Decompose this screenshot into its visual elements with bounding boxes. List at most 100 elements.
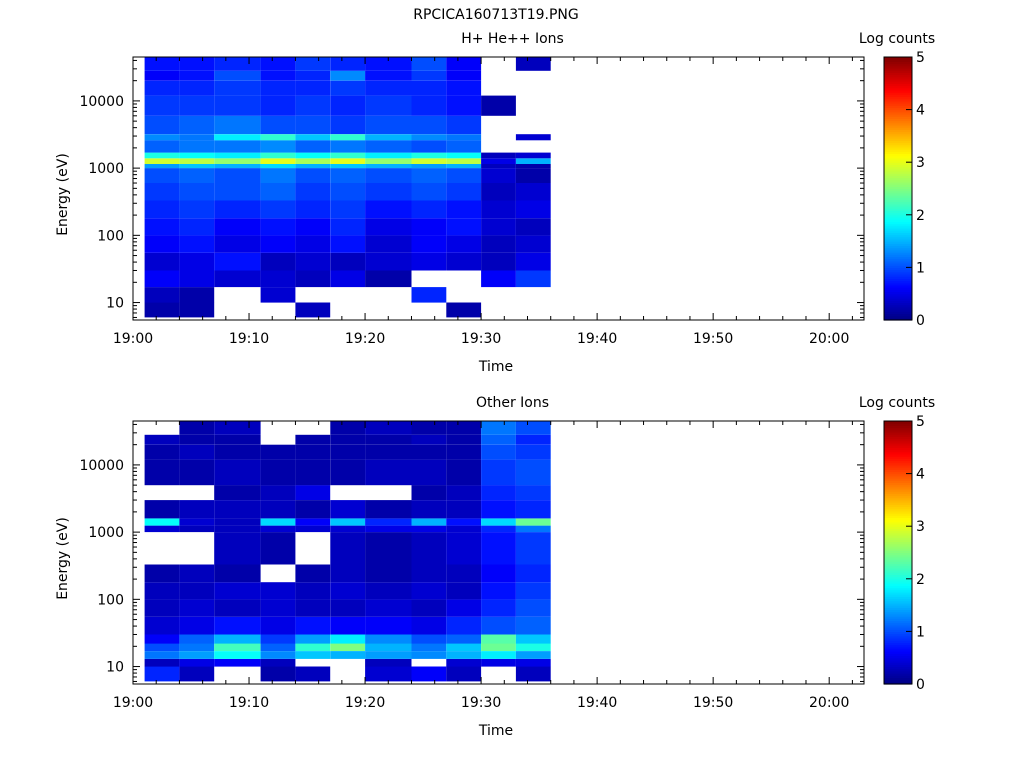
heatmap-cell	[516, 500, 551, 518]
heatmap-cell	[516, 526, 551, 533]
heatmap-cell	[179, 667, 214, 682]
heatmap-cell	[330, 201, 365, 219]
heatmap-cell	[145, 435, 180, 445]
heatmap-cell	[330, 460, 365, 486]
spectrogram-figure: RPCICA160713T19.PNG 19:00 19:10 19:20 19:30…	[0, 0, 1024, 768]
heatmap-cell	[481, 500, 516, 518]
heatmap-cell	[214, 500, 260, 518]
heatmap-cell	[214, 57, 260, 71]
heatmap-cell	[481, 183, 516, 201]
heatmap-cell	[446, 518, 481, 525]
heatmap-cell	[261, 253, 296, 271]
heatmap-cell	[145, 644, 180, 652]
heatmap-cell	[365, 218, 411, 235]
heatmap-cell	[412, 617, 447, 635]
heatmap-cell	[481, 158, 516, 164]
heatmap-cell	[179, 153, 214, 159]
heatmap-cell	[412, 140, 447, 152]
heatmap-cell	[145, 617, 180, 635]
heatmap-cell	[365, 435, 411, 445]
heatmap-cell	[412, 500, 447, 518]
heatmap-cell	[330, 565, 365, 583]
y-tick-label: 10	[106, 296, 124, 312]
heatmap-cell	[365, 651, 411, 659]
y-tick-label: 1000	[88, 525, 124, 541]
heatmap-cell	[412, 218, 447, 235]
heatmap-cell	[214, 485, 260, 500]
heatmap-cell	[412, 81, 447, 96]
heatmap-cell	[330, 96, 365, 116]
heatmap-cell	[179, 253, 214, 271]
heatmap-cell	[330, 644, 365, 652]
heatmap-cell	[412, 235, 447, 253]
y-axis-label: Energy (eV)	[55, 153, 71, 236]
heatmap-cell	[145, 287, 180, 303]
heatmap-cell	[295, 565, 330, 583]
heatmap-cell	[481, 526, 516, 533]
heatmap-cell	[365, 168, 411, 183]
heatmap-cell	[412, 635, 447, 644]
heatmap-cell	[179, 599, 214, 617]
x-tick-label: 19:10	[229, 695, 269, 711]
heatmap-cell	[330, 235, 365, 253]
heatmap-cell	[179, 644, 214, 652]
heatmap-cell	[261, 183, 296, 201]
heatmap-cell	[446, 96, 481, 116]
heatmap-cell	[365, 582, 411, 599]
heatmap-cell	[295, 96, 330, 116]
heatmap-cell	[330, 435, 365, 445]
x-tick-label: 19:40	[577, 331, 617, 347]
heatmap-cell	[446, 183, 481, 201]
heatmap-cell	[179, 168, 214, 183]
x-tick-label: 19:10	[229, 331, 269, 347]
y-tick-label: 100	[97, 592, 124, 608]
heatmap-cell	[330, 81, 365, 96]
heatmap-cell	[516, 57, 551, 71]
heatmap-cell	[295, 116, 330, 134]
heatmap-cell	[481, 651, 516, 659]
heatmap-cell	[412, 644, 447, 652]
heatmap-cell	[179, 635, 214, 644]
heatmap-cell	[214, 599, 260, 617]
heatmap-cell	[446, 140, 481, 152]
heatmap-cell	[330, 445, 365, 460]
heatmap-cell	[446, 565, 481, 583]
heatmap-cell	[446, 635, 481, 644]
heatmap-cell	[365, 158, 411, 164]
heatmap-cell	[261, 164, 296, 168]
heatmap-cell	[295, 303, 330, 318]
heatmap-cell	[214, 253, 260, 271]
heatmap-cell	[446, 532, 481, 564]
heatmap-cell	[481, 218, 516, 235]
heatmap-cell	[179, 140, 214, 152]
heatmap-cell	[330, 421, 365, 435]
heatmap-cell	[412, 667, 447, 682]
heatmap-cell	[261, 644, 296, 652]
heatmap-cell	[446, 57, 481, 71]
heatmap-cell	[446, 582, 481, 599]
heatmap-cell	[261, 599, 296, 617]
heatmap-cell	[179, 500, 214, 518]
heatmap-cell	[295, 134, 330, 140]
heatmap-cell	[145, 168, 180, 183]
heatmap-cell	[516, 445, 551, 460]
heatmap-cell	[179, 659, 214, 667]
heatmap-cell	[295, 500, 330, 518]
heatmap-cell	[261, 617, 296, 635]
heatmap-cell	[179, 518, 214, 525]
heatmap-cell	[145, 271, 180, 288]
heatmap-cell	[481, 599, 516, 617]
heatmap-cell	[481, 532, 516, 564]
heatmap-cell	[295, 140, 330, 152]
heatmap-cell	[446, 485, 481, 500]
heatmap-cell	[446, 651, 481, 659]
heatmap-cell	[481, 201, 516, 219]
heatmap-cell	[365, 96, 411, 116]
heatmap-cell	[446, 253, 481, 271]
colorbar-label: Log counts	[859, 31, 935, 47]
heatmap-cell	[145, 565, 180, 583]
heatmap-cell	[330, 218, 365, 235]
heatmap-cell	[330, 518, 365, 525]
heatmap-cell	[295, 57, 330, 71]
heatmap-cell	[295, 667, 330, 682]
